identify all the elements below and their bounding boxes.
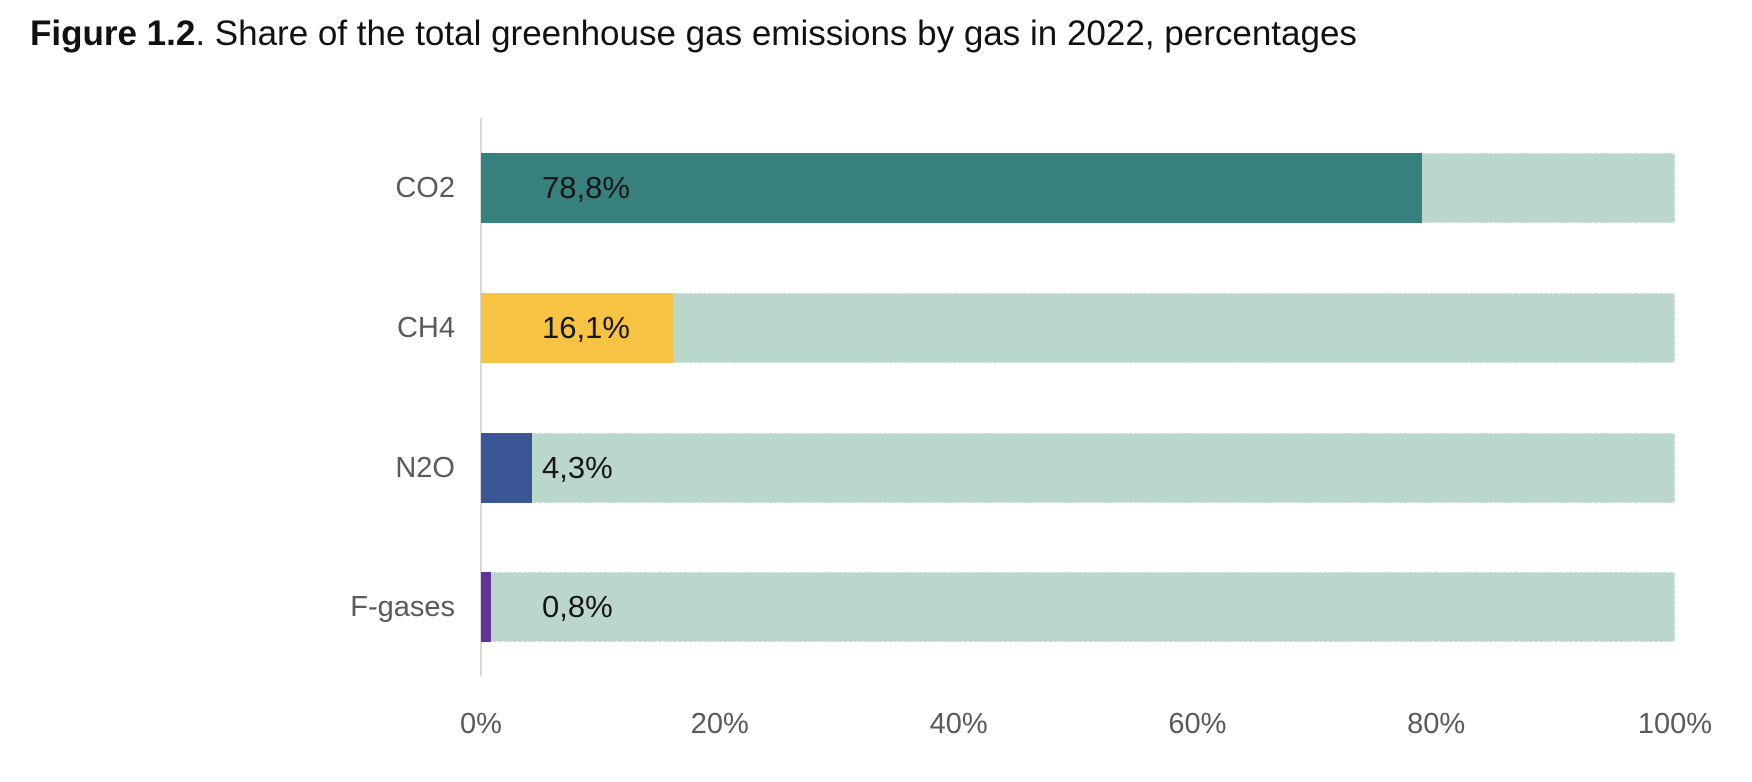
y-axis-line xyxy=(480,118,482,676)
bar-track-remainder xyxy=(481,433,1675,503)
x-axis-tick-label: 0% xyxy=(460,708,502,740)
x-axis-tick-label: 40% xyxy=(929,708,988,740)
bar-row: CH4 16,1% xyxy=(0,293,1752,363)
bar-track-remainder xyxy=(481,572,1675,642)
bar-value-label: 16,1% xyxy=(542,310,630,345)
category-label: F-gases xyxy=(350,591,455,623)
bar-value-label: 4,3% xyxy=(542,450,613,485)
category-label: CH4 xyxy=(396,312,455,344)
bar-fill-n2o xyxy=(481,433,532,503)
figure-title-rest: . Share of the total greenhouse gas emis… xyxy=(195,14,1357,53)
bar-row: N2O 4,3% xyxy=(0,433,1752,503)
category-label: N2O xyxy=(395,452,455,484)
bar-track-remainder xyxy=(481,293,1675,363)
bar-row: F-gases 0,8% xyxy=(0,572,1752,642)
x-axis-tick-label: 60% xyxy=(1168,708,1227,740)
bar-value-label: 0,8% xyxy=(542,589,613,624)
figure-title: Figure 1.2. Share of the total greenhous… xyxy=(30,12,1357,56)
figure-title-prefix: Figure 1.2 xyxy=(30,14,196,53)
bar-value-label: 78,8% xyxy=(542,170,630,205)
x-axis-tick-label: 20% xyxy=(690,708,749,740)
category-label: CO2 xyxy=(395,172,455,204)
bar-fill-co2 xyxy=(481,153,1422,223)
bar-fill-f-gases xyxy=(481,572,491,642)
x-axis-tick-label: 80% xyxy=(1407,708,1466,740)
bar-row: CO2 78,8% xyxy=(0,153,1752,223)
bar-fill-ch4 xyxy=(481,293,673,363)
x-axis-tick-label: 100% xyxy=(1637,708,1713,740)
